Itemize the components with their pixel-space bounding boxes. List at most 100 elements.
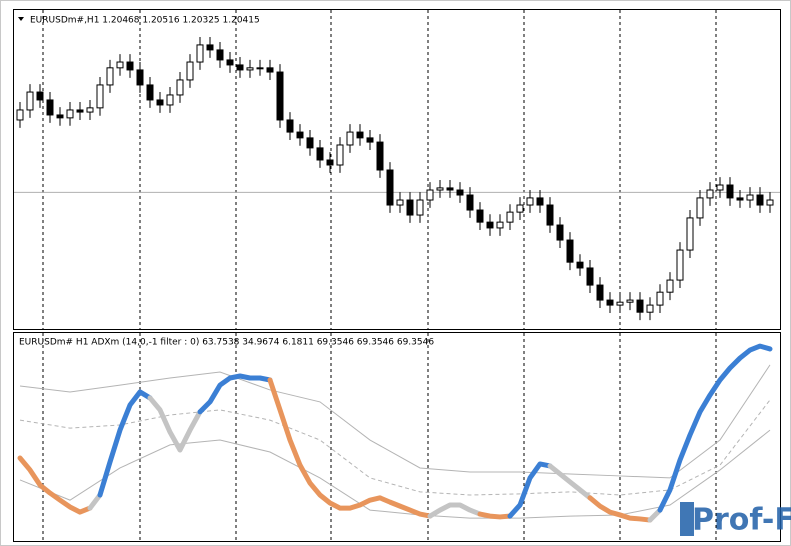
candle-body	[696, 197, 704, 219]
candle-body	[336, 144, 344, 166]
candle-body	[736, 197, 744, 201]
indicator-band	[19, 429, 771, 519]
candle-body	[276, 71, 284, 121]
adx-line-segment	[87, 492, 103, 511]
candle-body	[126, 61, 134, 71]
candle-body	[66, 109, 74, 119]
candle-body	[646, 304, 654, 313]
candle-body	[426, 189, 434, 201]
candle-body	[136, 69, 144, 86]
adx-line-segment	[587, 495, 653, 523]
period-separators	[42, 10, 717, 541]
candle-body	[286, 119, 294, 133]
candle-body	[656, 291, 664, 306]
candle-body	[326, 159, 334, 166]
candle-body	[166, 94, 174, 106]
candle-body	[466, 194, 474, 211]
candle-body	[686, 217, 694, 251]
candle-body	[596, 284, 604, 301]
adx-line-segment	[17, 455, 93, 515]
candle-body	[566, 239, 574, 263]
candle-body	[636, 299, 644, 313]
price-panel-title: EURUSDm#,H1 1.20468 1.20516 1.20325 1.20…	[30, 16, 260, 26]
candle-body	[506, 211, 514, 223]
candle-body	[236, 64, 244, 71]
candle-body	[616, 301, 624, 306]
candle-body	[716, 184, 724, 191]
candle-body	[486, 221, 494, 229]
candle-body	[586, 267, 594, 286]
candle-body	[346, 131, 354, 146]
candle-body	[756, 194, 764, 206]
candle-body	[146, 84, 154, 101]
candle-body	[666, 279, 674, 293]
candle-body	[306, 137, 314, 149]
candle-body	[556, 224, 564, 241]
candle-body	[546, 204, 554, 226]
candle-body	[216, 49, 224, 61]
candle-body	[186, 61, 194, 81]
plot-layer	[14, 37, 780, 523]
adx-line-segment	[547, 463, 593, 501]
adx-line-segment	[267, 377, 433, 519]
candle-body	[46, 99, 54, 116]
adx-line-segment	[197, 373, 273, 415]
candle-body	[256, 67, 264, 70]
candle-body	[406, 199, 414, 216]
candle-body	[526, 197, 534, 206]
candle-body	[226, 59, 234, 66]
candle-body	[246, 67, 254, 71]
candle-body	[576, 261, 584, 269]
candle-body	[766, 199, 774, 206]
panel-menu-arrow[interactable]	[18, 17, 24, 21]
indicator-band	[19, 399, 771, 496]
candle-body	[386, 169, 394, 206]
candle-body	[606, 299, 614, 306]
candle-body	[496, 221, 504, 229]
watermark-bar	[680, 502, 694, 536]
adx-line-segment	[147, 395, 203, 453]
candle-body	[446, 187, 454, 191]
candle-body	[706, 189, 714, 199]
adx-line-segment	[97, 389, 153, 498]
adx-line-segment	[427, 502, 483, 519]
candle-body	[376, 141, 384, 171]
candle-body	[746, 194, 754, 201]
candle-body	[266, 67, 274, 73]
adx-line-segment	[657, 343, 773, 513]
candle-body	[76, 109, 84, 113]
candle-body	[396, 199, 404, 206]
adx-line-segment	[477, 511, 513, 520]
indicator-band	[19, 364, 771, 479]
candle-body	[176, 79, 184, 96]
candle-body	[416, 199, 424, 216]
candle-body	[456, 189, 464, 196]
candle-body	[516, 204, 524, 213]
candle-body	[196, 44, 204, 63]
price-panel	[13, 9, 781, 330]
candle-body	[676, 249, 684, 281]
candle-body	[96, 84, 104, 109]
candle-body	[726, 184, 734, 199]
candle-body	[366, 137, 374, 143]
candle-body	[296, 131, 304, 139]
watermark: Prof-FX	[692, 503, 791, 538]
candle-body	[436, 187, 444, 191]
candle-body	[476, 209, 484, 223]
candle-body	[156, 99, 164, 106]
candle-body	[626, 299, 634, 303]
candle-body	[86, 107, 94, 113]
candle-body	[106, 67, 114, 86]
candle-body	[356, 131, 364, 139]
candle-body	[26, 91, 34, 111]
candle-body	[56, 114, 64, 119]
candle-body	[206, 44, 214, 51]
candle-body	[536, 197, 544, 206]
adx-line-segment	[507, 461, 553, 519]
candle-body	[16, 109, 24, 121]
candle-body	[116, 61, 124, 69]
indicator-panel-title: EURUSDm# H1 ADXm (14,0,-1 filter : 0) 63…	[19, 338, 434, 348]
indicator-panel	[13, 332, 781, 542]
candle-body	[316, 147, 324, 161]
